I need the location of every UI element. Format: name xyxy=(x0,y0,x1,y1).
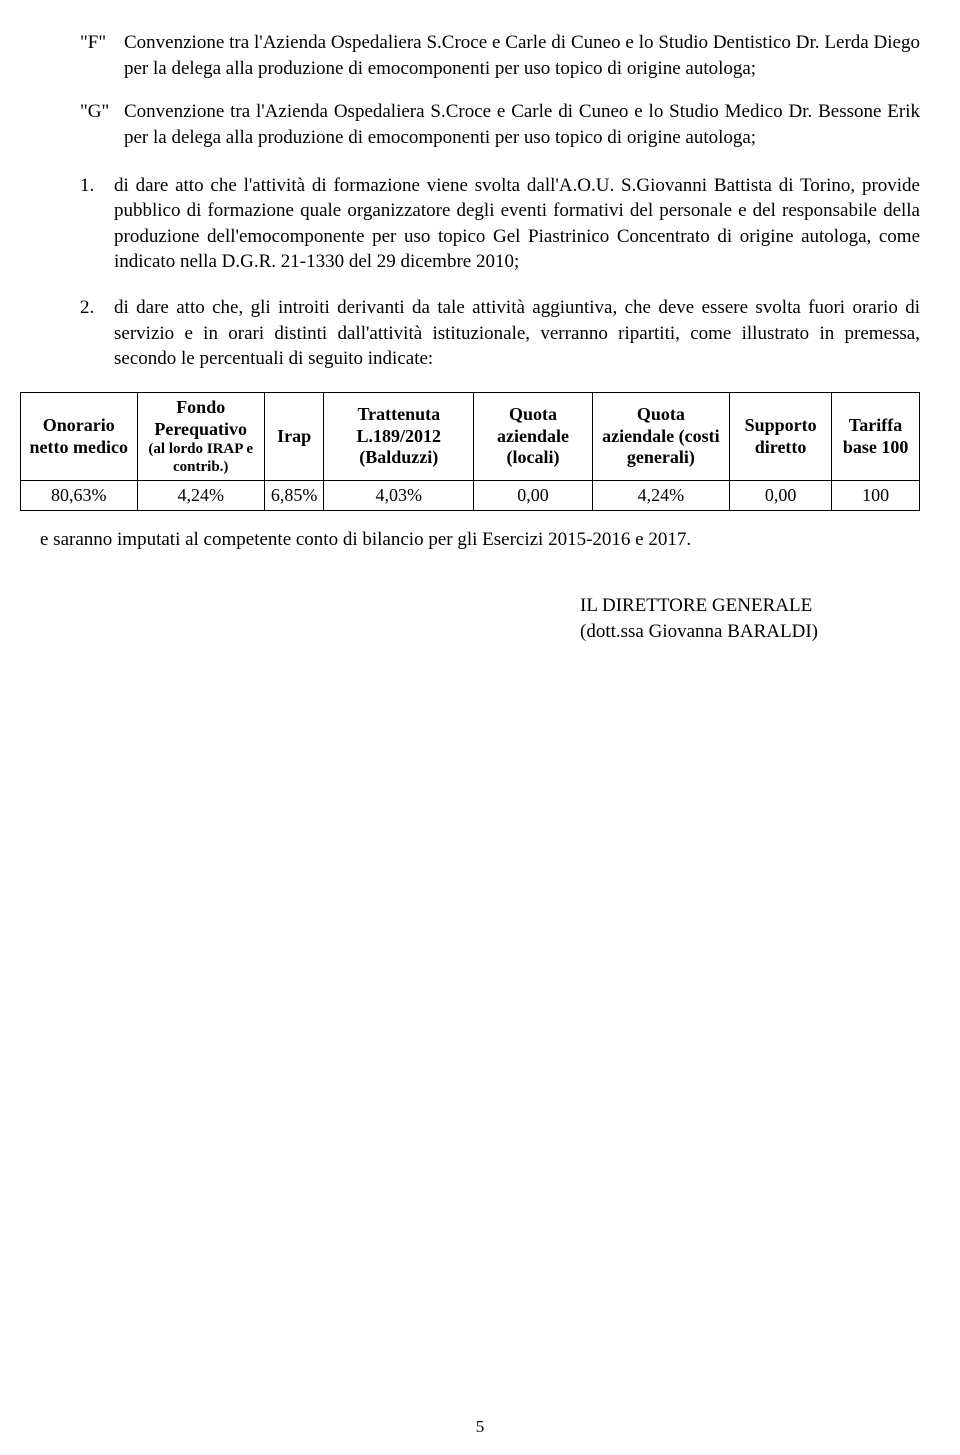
page-number: 5 xyxy=(0,1417,960,1437)
th-tariffa: Tariffa base 100 xyxy=(832,393,920,481)
percentage-table: Onorario netto medico Fondo Perequativo(… xyxy=(20,392,920,511)
letter-marker: "G" xyxy=(80,99,124,150)
td-supporto: 0,00 xyxy=(729,481,831,511)
th-quota-costi: Quota aziendale (costi generali) xyxy=(592,393,729,481)
td-irap: 6,85% xyxy=(264,481,324,511)
td-fondo: 4,24% xyxy=(137,481,264,511)
letter-marker: "F" xyxy=(80,30,124,81)
signature-block: IL DIRETTORE GENERALE (dott.ssa Giovanna… xyxy=(580,593,920,644)
post-table-text: e saranno imputati al competente conto d… xyxy=(40,527,920,553)
letter-body: Convenzione tra l'Azienda Ospedaliera S.… xyxy=(124,99,920,150)
letter-body: Convenzione tra l'Azienda Ospedaliera S.… xyxy=(124,30,920,81)
num-body: di dare atto che l'attività di formazion… xyxy=(114,173,920,276)
th-supporto: Supporto diretto xyxy=(729,393,831,481)
td-trattenuta: 4,03% xyxy=(324,481,474,511)
num-body: di dare atto che, gli introiti derivanti… xyxy=(114,295,920,372)
lettered-item-f: "F" Convenzione tra l'Azienda Ospedalier… xyxy=(80,30,920,81)
table-row: 80,63% 4,24% 6,85% 4,03% 0,00 4,24% 0,00… xyxy=(21,481,920,511)
th-irap: Irap xyxy=(264,393,324,481)
td-quota-costi: 4,24% xyxy=(592,481,729,511)
num-marker: 1. xyxy=(80,173,114,276)
th-fondo: Fondo Perequativo(al lordo IRAP e contri… xyxy=(137,393,264,481)
th-trattenuta: Trattenuta L.189/2012 (Balduzzi) xyxy=(324,393,474,481)
signature-title: IL DIRETTORE GENERALE xyxy=(580,593,920,619)
numbered-list: 1. di dare atto che l'attività di formaz… xyxy=(80,173,920,372)
table-header-row: Onorario netto medico Fondo Perequativo(… xyxy=(21,393,920,481)
lettered-list: "F" Convenzione tra l'Azienda Ospedalier… xyxy=(80,30,920,151)
numbered-item-2: 2. di dare atto che, gli introiti deriva… xyxy=(80,295,920,372)
th-quota-locali: Quota aziendale (locali) xyxy=(474,393,593,481)
lettered-item-g: "G" Convenzione tra l'Azienda Ospedalier… xyxy=(80,99,920,150)
numbered-item-1: 1. di dare atto che l'attività di formaz… xyxy=(80,173,920,276)
td-quota-locali: 0,00 xyxy=(474,481,593,511)
signature-name: (dott.ssa Giovanna BARALDI) xyxy=(580,619,920,645)
td-tariffa: 100 xyxy=(832,481,920,511)
td-onorario: 80,63% xyxy=(21,481,138,511)
num-marker: 2. xyxy=(80,295,114,372)
th-onorario: Onorario netto medico xyxy=(21,393,138,481)
